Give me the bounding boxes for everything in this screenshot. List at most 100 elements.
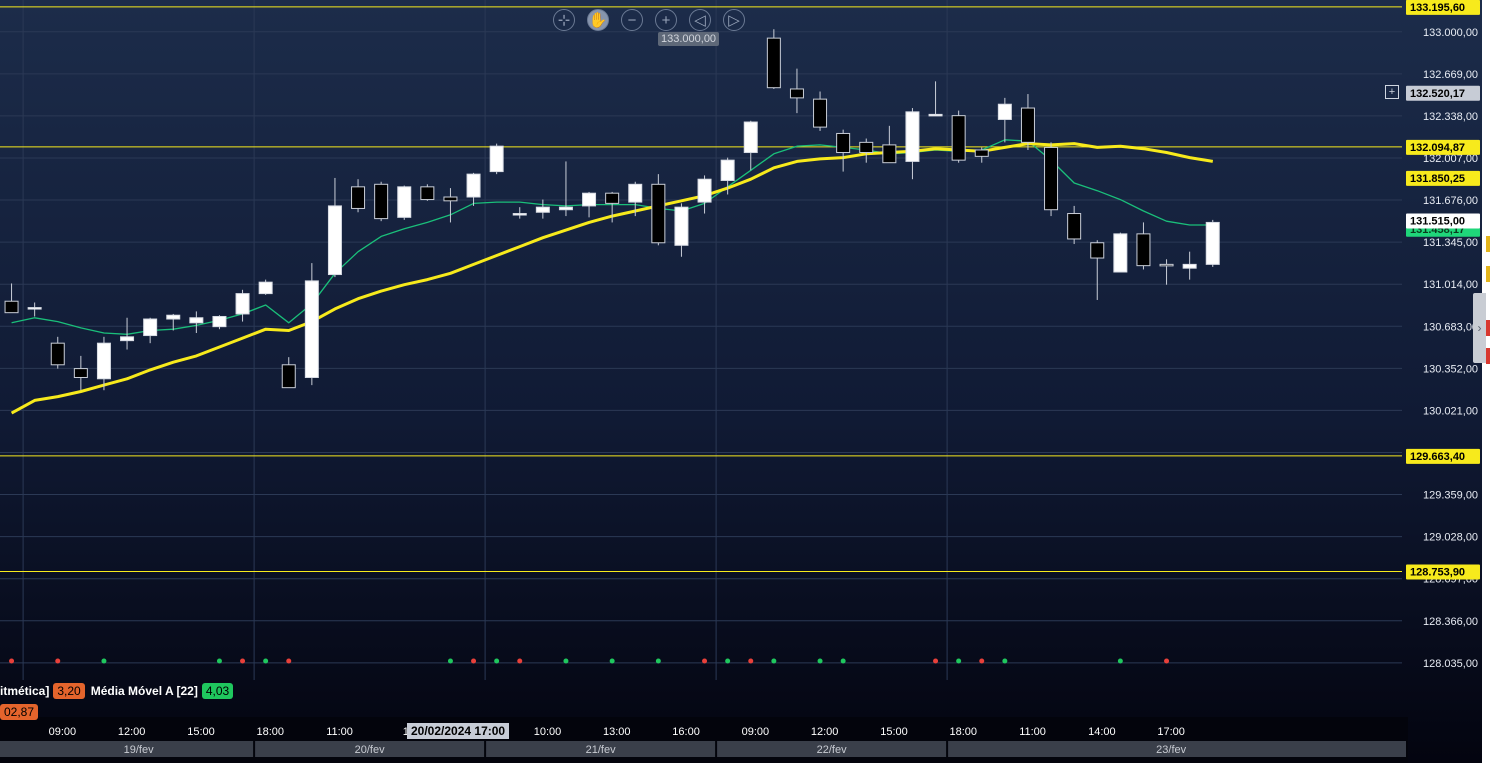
x-time-label: 11:00 <box>326 726 353 738</box>
candle-body <box>1159 263 1174 267</box>
signal-dot-buy <box>840 658 846 664</box>
price-tag-yellow: 131.850,25 <box>1406 170 1480 186</box>
x-time-label: 14:00 <box>1088 726 1116 738</box>
candle-body <box>1182 263 1197 269</box>
candle <box>397 185 412 220</box>
candle <box>1067 205 1082 245</box>
candle-body <box>535 206 550 213</box>
candle <box>1182 251 1197 280</box>
candle-body <box>974 149 989 157</box>
price-tag-white-text: 131.515,00 <box>1410 216 1465 228</box>
legend-item3-value: 02,87 <box>0 704 39 720</box>
signal-dot-buy <box>771 658 777 664</box>
y-axis: 133.000,00 132.669,00 132.338,00 132.007,00… <box>1423 27 1478 670</box>
signal-dots <box>9 658 1170 664</box>
candle-body <box>1067 213 1082 240</box>
level-tag-text: 129.663,40 <box>1410 451 1465 463</box>
candle-body <box>743 121 758 154</box>
level-tag-text: 133.195,60 <box>1410 2 1465 14</box>
add-crosshair-icon[interactable]: + <box>1385 85 1399 99</box>
candle <box>4 283 19 314</box>
signal-dot-sell <box>1164 658 1170 664</box>
day-band <box>24 741 254 757</box>
candle-body <box>628 183 643 203</box>
scroll-right-icon[interactable]: ▷ <box>723 9 745 31</box>
candle-body <box>50 342 65 366</box>
candle <box>558 161 573 217</box>
x-day-label: 19/fev <box>124 744 154 756</box>
indicator-legend-row2: 02,87 <box>0 703 39 721</box>
y-tick-label: 129.359,00 <box>1423 490 1478 502</box>
candle <box>882 125 897 164</box>
candle-body <box>951 115 966 161</box>
candle <box>166 313 181 331</box>
candle <box>628 181 643 217</box>
crosshair-icon[interactable]: ⊹ <box>553 9 575 31</box>
level-tag: 132.094,87 <box>1406 139 1480 155</box>
candle-body <box>651 183 666 244</box>
horizontal-lines <box>0 6 1402 572</box>
scroll-left-icon[interactable]: ◁ <box>689 9 711 31</box>
legend-item1-label: itmética] <box>0 684 50 698</box>
x-time-label: 13:00 <box>603 726 631 738</box>
candle <box>697 175 712 214</box>
candle <box>997 97 1012 143</box>
candle <box>766 29 781 89</box>
hand-icon[interactable]: ✋ <box>587 9 609 31</box>
candle <box>304 263 319 386</box>
candle-body <box>558 206 573 211</box>
zoom-in-icon[interactable]: + <box>655 9 677 31</box>
y-tick-label: 128.366,00 <box>1423 616 1478 628</box>
candle-body <box>258 281 273 295</box>
candle <box>27 302 42 317</box>
y-tick-label: 132.338,00 <box>1423 111 1478 123</box>
candle-body <box>374 183 389 220</box>
candle <box>813 91 828 131</box>
y-tick-label: 131.676,00 <box>1423 195 1478 207</box>
level-tag: 129.663,40 <box>1406 448 1480 464</box>
zoom-out-icon[interactable]: − <box>621 9 643 31</box>
price-tags: 131.458,17133.195,60132.094,87129.663,40… <box>1406 0 1480 580</box>
candle <box>928 81 943 117</box>
candle <box>789 68 804 114</box>
candle <box>281 357 296 389</box>
y-tick-label: 132.669,00 <box>1423 69 1478 81</box>
candle <box>120 317 135 350</box>
x-time-label: 17:00 <box>1157 726 1185 738</box>
signal-dot-buy <box>447 658 453 664</box>
x-time-label: 18:00 <box>257 726 285 738</box>
candle-body <box>605 192 620 204</box>
candle <box>420 184 435 201</box>
day-band <box>255 741 485 757</box>
y-tick-label: 131.014,00 <box>1423 279 1478 291</box>
indicator-legend: itmética] 3,20 Média Móvel A [22] 4,03 <box>0 681 234 701</box>
x-day-label: 21/fev <box>586 744 616 756</box>
candle <box>1020 94 1035 150</box>
signal-dot-buy <box>725 658 731 664</box>
legend-item1-value: 3,20 <box>53 683 85 699</box>
x-axis: 009:0012:0015:0018:0011:001410:0013:0016… <box>0 717 1408 763</box>
x-time-label: 18:00 <box>950 726 978 738</box>
y-tick-label: 130.352,00 <box>1423 363 1478 375</box>
candle-body <box>905 111 920 162</box>
candle-body <box>466 173 481 198</box>
level-tag: 133.195,60 <box>1406 0 1480 15</box>
y-tick-label: 133.000,00 <box>1423 27 1478 39</box>
candle-body <box>674 206 689 246</box>
signal-dot-buy <box>817 658 823 664</box>
day-band <box>486 741 716 757</box>
y-tick-label: 130.021,00 <box>1423 405 1478 417</box>
candle <box>1136 222 1151 270</box>
hover-price-label: 133.000,00 <box>658 32 720 46</box>
candle-body <box>212 315 227 328</box>
level-tag: 128.753,90 <box>1406 564 1480 580</box>
x-time-label: 10:00 <box>534 726 562 738</box>
signal-dot-buy <box>1002 658 1008 664</box>
candle <box>73 355 88 391</box>
candle <box>466 172 481 206</box>
candle <box>96 336 111 391</box>
candle-body <box>582 192 597 207</box>
collapse-panel-handle[interactable]: › <box>1473 293 1486 363</box>
